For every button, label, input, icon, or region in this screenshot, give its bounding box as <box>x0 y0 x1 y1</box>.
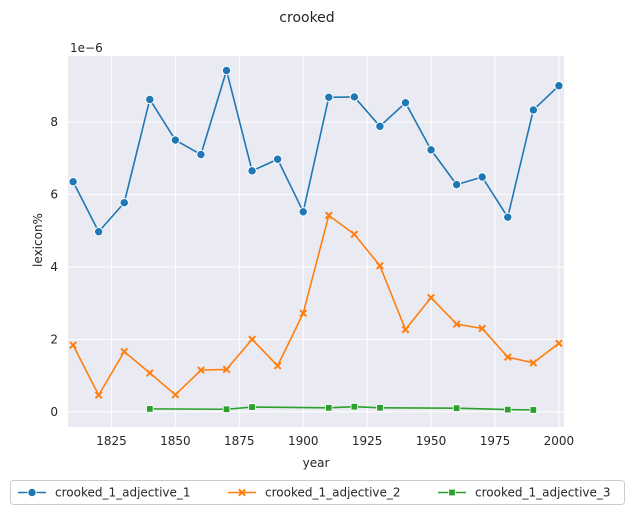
x-tick-label: 1950 <box>416 434 447 448</box>
data-point <box>554 339 563 348</box>
data-point <box>197 366 205 375</box>
legend-label: crooked_1_adjective_3 <box>475 486 611 500</box>
data-point <box>452 404 461 412</box>
data-point <box>375 121 385 131</box>
data-point <box>68 177 78 187</box>
data-point <box>452 320 461 329</box>
data-point <box>324 211 333 220</box>
data-point <box>477 172 487 182</box>
x-tick-label: 1825 <box>96 434 127 448</box>
x-axis-ticks: 1825 1850 1875 1900 1925 1950 1975 2000 <box>96 434 574 448</box>
series-line <box>72 214 560 396</box>
data-point <box>427 293 435 302</box>
data-point <box>299 309 308 318</box>
legend-marker <box>27 487 37 498</box>
data-point <box>554 81 564 91</box>
data-point <box>528 105 539 115</box>
x-axis-label: year <box>303 456 330 470</box>
y-axis-ticks: 0 2 4 6 8 <box>50 115 58 419</box>
data-point <box>247 166 257 176</box>
data-point <box>196 149 206 160</box>
data-point <box>401 325 410 334</box>
x-tick-label: 1975 <box>480 434 511 448</box>
legend-label: crooked_1_adjective_2 <box>265 486 401 500</box>
data-point <box>376 261 384 270</box>
y-tick-label: 6 <box>50 187 58 201</box>
y-tick-label: 4 <box>50 260 58 274</box>
y-tick-label: 0 <box>50 405 58 419</box>
series-crooked_1_adjective_3 <box>146 403 538 414</box>
legend-item: crooked_1_adjective_1 <box>18 486 191 500</box>
data-point <box>94 391 103 400</box>
data-point <box>503 212 513 222</box>
data-point <box>451 179 462 190</box>
data-point <box>145 369 154 377</box>
data-point <box>222 365 231 374</box>
plot-area <box>68 56 564 427</box>
data-point <box>93 227 104 237</box>
series-crooked_1_adjective_1 <box>68 65 564 237</box>
data-point <box>221 65 232 76</box>
legend: crooked_1_adjective_1 crooked_1_adjective… <box>10 480 625 505</box>
data-point <box>478 324 487 333</box>
data-point <box>298 207 308 217</box>
data-point <box>504 405 512 414</box>
data-point <box>349 92 360 102</box>
data-point <box>426 145 436 155</box>
x-tick-label: 1875 <box>224 434 255 448</box>
y-axis-offset-label: 1e−6 <box>70 41 103 55</box>
legend-label: crooked_1_adjective_1 <box>55 486 191 500</box>
y-tick-label: 2 <box>50 332 58 346</box>
data-point <box>170 135 181 145</box>
data-point <box>146 405 154 413</box>
legend-box <box>10 480 625 505</box>
legend-item: crooked_1_adjective_2 <box>228 486 401 500</box>
data-point <box>273 361 282 370</box>
series-crooked_1_adjective_2 <box>69 211 563 400</box>
data-point <box>529 358 538 367</box>
data-point <box>325 404 333 412</box>
x-tick-label: 1925 <box>352 434 383 448</box>
data-point <box>503 353 512 361</box>
series-layer <box>68 65 564 414</box>
x-tick-label: 2000 <box>544 434 575 448</box>
chart-title: crooked <box>279 10 334 26</box>
data-point <box>350 230 359 239</box>
y-axis-label: lexicon% <box>31 213 45 267</box>
legend-marker <box>448 488 456 497</box>
data-point <box>272 154 283 164</box>
data-point <box>222 405 231 413</box>
data-point <box>69 341 78 350</box>
data-point <box>529 406 538 414</box>
data-point <box>145 94 155 105</box>
data-point <box>248 335 256 344</box>
y-tick-label: 8 <box>50 115 58 129</box>
x-tick-label: 1850 <box>160 434 191 448</box>
data-point <box>248 403 256 411</box>
x-tick-label: 1900 <box>288 434 319 448</box>
data-point <box>400 98 411 108</box>
data-point <box>376 404 384 412</box>
data-point <box>324 92 334 103</box>
data-point <box>350 403 359 411</box>
data-point <box>119 198 129 208</box>
legend-item: crooked_1_adjective_3 <box>438 486 611 500</box>
data-point <box>171 390 180 399</box>
legend-marker <box>238 488 246 497</box>
data-point <box>120 347 129 356</box>
